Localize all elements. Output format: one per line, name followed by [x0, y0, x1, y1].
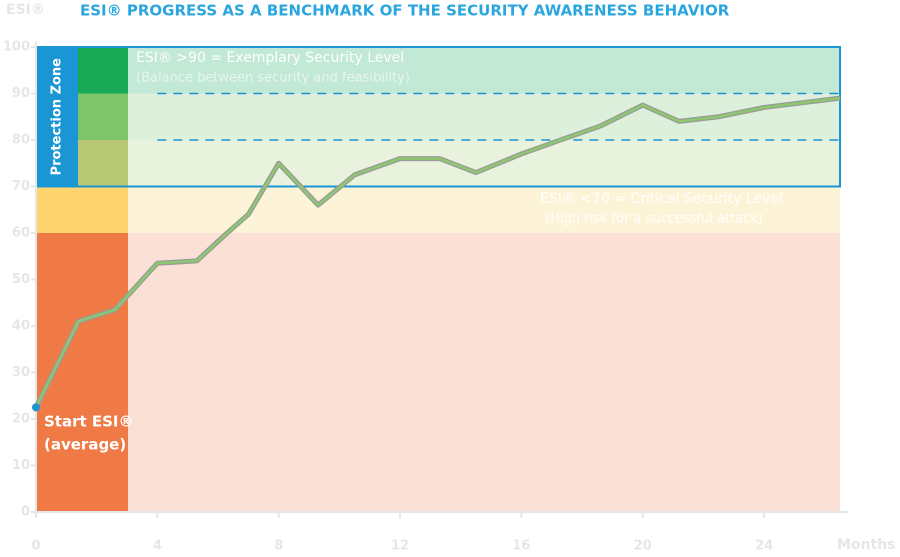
annotation: ESI® >90 = Exemplary Security Level	[136, 50, 404, 66]
y-tick-label: 20	[12, 412, 30, 427]
protection-zone-label: Protection Zone	[50, 58, 65, 176]
y-tick-label: 80	[12, 133, 30, 148]
annotation: (High risk for a successful attack)	[545, 212, 763, 227]
x-tick-label: 16	[512, 539, 530, 554]
chart-title: ESI® PROGRESS AS A BENCHMARK OF THE SECU…	[80, 2, 730, 20]
y-tick-label: 90	[12, 86, 30, 101]
x-tick-label: 4	[153, 539, 162, 554]
start-point	[32, 403, 40, 412]
zone-band	[36, 186, 840, 233]
y-tick-label: 70	[12, 179, 30, 194]
y-tick-label: 0	[21, 505, 30, 520]
y-tick-label: 100	[3, 40, 30, 55]
y-tick-label: 30	[12, 365, 30, 380]
zone-band	[36, 140, 840, 187]
annotation: (average)	[44, 436, 126, 454]
y-axis-label: ESI®	[6, 2, 45, 18]
x-tick-label: 12	[391, 539, 409, 554]
y-tick-label: 60	[12, 226, 30, 241]
zone-band	[36, 233, 840, 512]
x-tick-label: 8	[274, 539, 283, 554]
protection-zone-column	[36, 47, 78, 187]
series-line	[34, 96, 841, 408]
zone-key	[36, 233, 128, 512]
x-tick-label: 24	[755, 539, 773, 554]
y-tick-label: 50	[12, 272, 30, 287]
annotation: (Balance between security and feasibilit…	[136, 71, 410, 86]
zone-band	[36, 47, 840, 94]
y-tick-label: 10	[12, 458, 30, 473]
annotation: ESI® <70 = Critical Security Level	[540, 191, 783, 207]
x-tick-label: 20	[634, 539, 652, 554]
x-axis-label: Months	[837, 537, 896, 553]
annotation: Start ESI®	[44, 413, 134, 431]
zone-key	[36, 186, 128, 233]
x-tick-label: 0	[31, 539, 40, 554]
y-tick-label: 40	[12, 319, 30, 334]
